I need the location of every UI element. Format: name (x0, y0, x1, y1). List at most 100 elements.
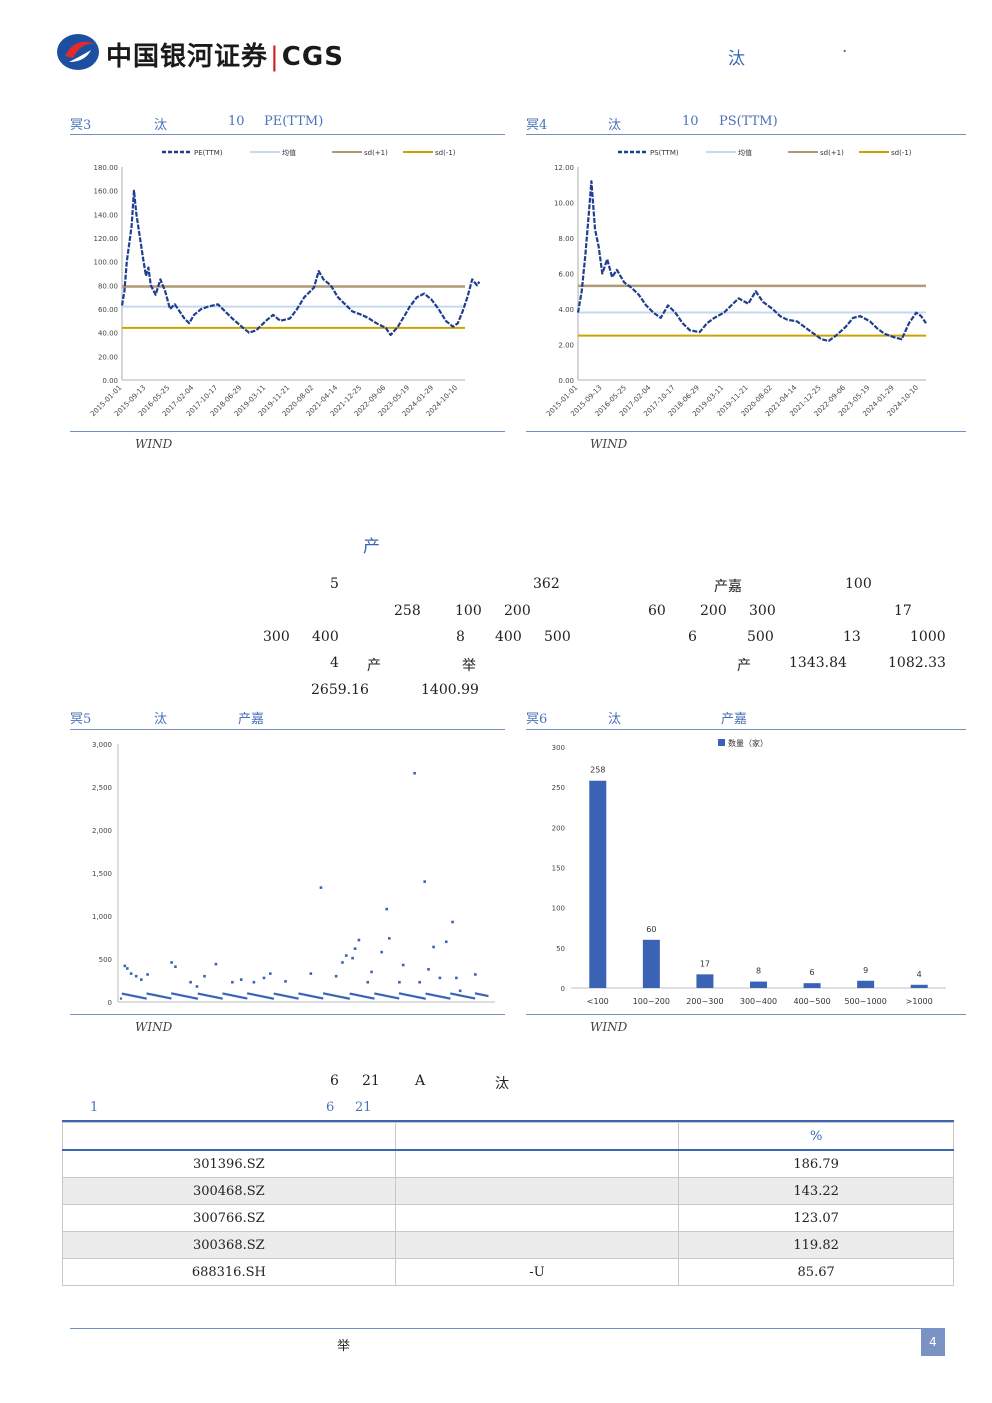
scatter-point (250, 993, 254, 996)
y-tick-label: 50 (556, 945, 565, 953)
series-line (576, 180, 927, 342)
fig3-label: 冥3 (70, 118, 92, 133)
scatter-point (431, 993, 434, 997)
x-tick-label: 200~300 (686, 997, 723, 1006)
scatter-point (199, 993, 202, 996)
scatter-point (376, 992, 379, 996)
scatter-point (467, 996, 470, 999)
y-tick-label: 100 (552, 905, 565, 913)
scatter-point (256, 994, 259, 997)
scatter-point (286, 995, 290, 998)
scatter-point (366, 980, 370, 984)
p-r3-2: 8 (456, 629, 465, 645)
cell-code: 300368.SZ (62, 1231, 396, 1259)
scatter-point (218, 996, 221, 1000)
scatter-point (450, 992, 453, 995)
scatter-point (402, 993, 405, 996)
scatter-point (167, 996, 170, 1000)
fig4-t2: 10 (682, 114, 699, 129)
scatter-point (142, 996, 145, 1000)
scatter-point (139, 978, 143, 981)
scatter-point (385, 994, 388, 998)
scatter-point (121, 992, 124, 995)
p-r2-4: 200 (700, 603, 727, 619)
p-r4-0: 4 (330, 655, 339, 671)
ti-l1-2: A (415, 1073, 426, 1089)
scatter-point (174, 993, 178, 996)
scatter-point (398, 992, 402, 995)
p-r4-2: 举 (462, 658, 476, 674)
scatter-point (448, 997, 451, 1000)
y-tick-label: 4.00 (558, 306, 574, 314)
y-tick-label: 0 (561, 985, 565, 993)
scatter-point (135, 995, 138, 998)
fig5-t1: 汰 (154, 712, 168, 727)
scatter-point (370, 996, 373, 1000)
header: 中国银河证券|CGS 汰 · (0, 0, 992, 90)
scatter-point (146, 992, 149, 995)
scatter-point (239, 996, 242, 999)
histogram-chart: 300 250 200 150 100 50 0 数量（家） 258 <100 60 100~200 1… (552, 738, 946, 1006)
scatter-point (476, 992, 479, 996)
y-tick-label: 2,500 (92, 784, 112, 792)
y-tick-label: 180.00 (94, 164, 119, 172)
fig4-label: 冥4 (526, 118, 548, 133)
scatter-point (343, 996, 347, 999)
scatter-point (277, 993, 280, 996)
scatter-point (319, 996, 322, 1000)
scatter-point (435, 994, 438, 997)
scatter-point (328, 993, 331, 996)
scatter-point (302, 993, 305, 996)
scatter-point (341, 996, 345, 999)
fig4-title: 冥4 汰 10 PS(TTM) (526, 114, 966, 133)
scatter-point (338, 995, 341, 998)
scatter-point (133, 995, 136, 998)
scatter-point (228, 993, 231, 996)
scatter-point (189, 980, 192, 984)
y-tick-label: 60.00 (98, 306, 118, 314)
footer-text: 举 (337, 1339, 351, 1354)
scatter-point (474, 992, 478, 995)
bar (750, 981, 767, 988)
p-r4-5: 1082.33 (888, 655, 946, 671)
scatter-point (245, 997, 248, 1000)
scatter-point (152, 993, 155, 996)
scatter-point (378, 993, 381, 996)
scatter-point (463, 995, 466, 998)
scatter-point (214, 962, 218, 966)
logo-separator: | (270, 42, 280, 72)
scatter-point (427, 993, 430, 996)
tc-0: 1 (90, 1100, 99, 1115)
table-row: 301396.SZ 186.79 (62, 1149, 954, 1178)
scatter-point (140, 996, 143, 999)
scatter-point (313, 995, 316, 998)
scatter-point (220, 997, 223, 1000)
scatter-point (436, 995, 440, 998)
page-number: 4 (921, 1328, 945, 1356)
p-r4-3: 产 (737, 658, 751, 674)
scatter-point (364, 995, 367, 998)
table-row: 300468.SZ 143.22 (62, 1177, 954, 1205)
scatter-point (455, 993, 459, 996)
scatter-point (283, 994, 286, 997)
scatter-point (359, 994, 362, 997)
p-r5-1: 1400.99 (421, 682, 479, 698)
scatter-point (161, 995, 164, 998)
scatter-point (413, 771, 416, 775)
scatter-point (472, 997, 476, 1000)
scatter-point (370, 970, 373, 974)
scatter-point (362, 995, 366, 998)
scatter-point (336, 995, 339, 998)
pe-chart: PE(TTM) 均值 sd(+1) sd(-1) 180.00 160.00 140.00 1… (89, 148, 481, 418)
scatter-point (294, 996, 297, 1000)
scatter-point (125, 993, 128, 996)
scatter-point (239, 978, 243, 981)
fig6-top-rule (526, 729, 966, 730)
scatter-point (351, 993, 354, 996)
scatter-point (480, 993, 483, 996)
legend-label: 数量（家） (728, 738, 768, 748)
ps-chart: PS(TTM) 均值 sd(+1) sd(-1) 12.00 10.00 8.00 6.00 4… (545, 148, 927, 418)
scatter-point (455, 976, 458, 980)
scatter-point (182, 994, 185, 997)
scatter-point (398, 980, 401, 984)
